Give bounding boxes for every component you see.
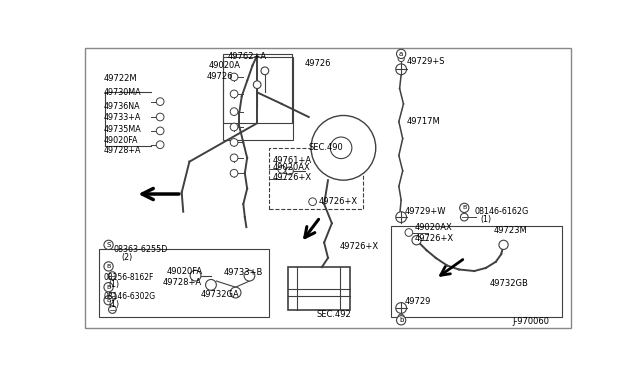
- Text: 49726+X: 49726+X: [319, 197, 358, 206]
- Text: 49728+A: 49728+A: [163, 278, 202, 287]
- Circle shape: [230, 90, 238, 98]
- Text: 49732GA: 49732GA: [201, 290, 240, 299]
- Circle shape: [244, 270, 255, 281]
- Circle shape: [156, 113, 164, 121]
- Text: B: B: [462, 205, 467, 211]
- Text: (2): (2): [122, 253, 133, 262]
- Text: 49736NA: 49736NA: [103, 102, 140, 111]
- Circle shape: [104, 283, 113, 292]
- Text: 49726+X: 49726+X: [414, 234, 453, 243]
- Text: (1): (1): [109, 280, 120, 289]
- Circle shape: [230, 108, 238, 115]
- Bar: [223, 57, 293, 140]
- Circle shape: [253, 81, 261, 89]
- Text: 08156-8162F: 08156-8162F: [103, 273, 154, 282]
- Circle shape: [412, 235, 421, 245]
- Circle shape: [398, 314, 404, 320]
- Text: a: a: [399, 51, 403, 57]
- Circle shape: [397, 49, 406, 58]
- Bar: [99, 250, 269, 317]
- Text: 49020AX: 49020AX: [273, 163, 310, 172]
- Circle shape: [230, 154, 238, 162]
- Circle shape: [230, 139, 238, 146]
- Text: 49733+B: 49733+B: [224, 268, 264, 277]
- Circle shape: [396, 302, 406, 313]
- Circle shape: [109, 272, 116, 279]
- Circle shape: [278, 166, 285, 173]
- Circle shape: [397, 316, 406, 325]
- Text: 08363-6255D: 08363-6255D: [114, 245, 168, 254]
- Text: (1): (1): [109, 299, 120, 309]
- Text: B: B: [106, 285, 111, 290]
- Circle shape: [396, 212, 406, 222]
- Circle shape: [499, 240, 508, 250]
- Circle shape: [230, 169, 238, 177]
- Text: 49735MA: 49735MA: [103, 125, 141, 134]
- Text: 49020FA: 49020FA: [103, 136, 138, 145]
- Text: 49723M: 49723M: [493, 227, 527, 235]
- Text: B: B: [106, 264, 111, 269]
- Circle shape: [104, 262, 113, 271]
- Circle shape: [230, 287, 241, 298]
- Circle shape: [396, 64, 406, 75]
- Circle shape: [104, 296, 113, 305]
- Text: SEC.490: SEC.490: [308, 143, 343, 152]
- Circle shape: [156, 98, 164, 106]
- Text: 49726+X: 49726+X: [273, 173, 312, 182]
- Bar: [269, 148, 364, 209]
- Text: SEC.492: SEC.492: [316, 310, 351, 319]
- Text: 49020A: 49020A: [209, 61, 241, 70]
- Circle shape: [156, 127, 164, 135]
- Text: 49020AX: 49020AX: [414, 222, 452, 232]
- Text: 49722M: 49722M: [103, 74, 137, 83]
- Circle shape: [104, 240, 113, 250]
- Circle shape: [398, 55, 404, 62]
- Text: 49732GB: 49732GB: [490, 279, 529, 288]
- Text: 49726: 49726: [207, 73, 234, 81]
- Circle shape: [190, 270, 201, 281]
- Text: J-970060: J-970060: [513, 317, 550, 326]
- Circle shape: [285, 167, 293, 175]
- Circle shape: [460, 203, 469, 212]
- Circle shape: [460, 213, 468, 221]
- Text: S: S: [106, 242, 111, 248]
- Text: 49020FA: 49020FA: [166, 266, 202, 276]
- Circle shape: [230, 73, 238, 81]
- Circle shape: [405, 229, 413, 236]
- Circle shape: [330, 137, 352, 158]
- Text: 49762+A: 49762+A: [228, 52, 267, 61]
- Circle shape: [109, 306, 116, 313]
- Text: 49726: 49726: [305, 59, 332, 68]
- Text: 08146-6302G: 08146-6302G: [103, 292, 156, 301]
- Bar: [288, 267, 349, 310]
- Circle shape: [308, 198, 316, 206]
- Circle shape: [261, 67, 269, 75]
- Text: 08146-6162G: 08146-6162G: [474, 207, 529, 216]
- Text: 49729+W: 49729+W: [405, 207, 447, 216]
- Bar: [391, 226, 562, 317]
- Text: B: B: [106, 298, 111, 303]
- Text: 49761+A: 49761+A: [273, 155, 312, 165]
- Text: (1): (1): [481, 215, 492, 224]
- Text: 49733+A: 49733+A: [103, 112, 141, 122]
- Circle shape: [230, 123, 238, 131]
- Circle shape: [311, 115, 376, 180]
- Circle shape: [205, 279, 216, 290]
- Text: 49717M: 49717M: [406, 117, 440, 126]
- Bar: [223, 54, 292, 123]
- Text: 49730MA: 49730MA: [103, 88, 141, 97]
- Circle shape: [156, 141, 164, 148]
- Text: b: b: [399, 317, 403, 323]
- Text: 49729+S: 49729+S: [406, 57, 445, 66]
- Text: 49728+A: 49728+A: [103, 147, 141, 155]
- Text: 49726+X: 49726+X: [340, 242, 379, 251]
- Circle shape: [109, 293, 116, 300]
- Text: 49729: 49729: [405, 297, 431, 306]
